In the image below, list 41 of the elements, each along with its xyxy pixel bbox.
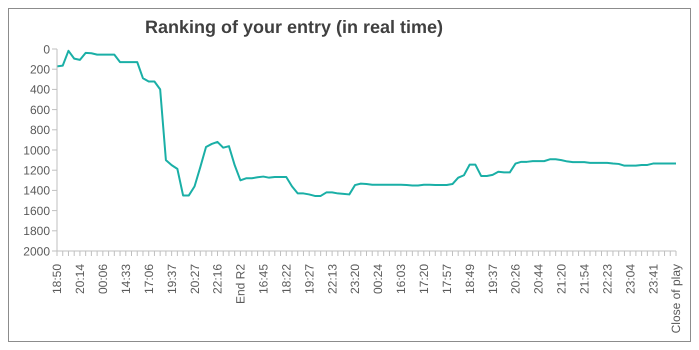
y-tick-label: 1800 — [23, 224, 50, 238]
x-tick-label: 21:20 — [554, 264, 569, 294]
line-series — [56, 50, 677, 197]
x-tick-label: 14:33 — [118, 264, 133, 294]
x-tick-label: 19:37 — [164, 264, 179, 294]
x-tick-label: 20:44 — [532, 264, 546, 294]
x-tick-label: 17:57 — [440, 264, 454, 294]
x-tick-label: 23:04 — [623, 264, 638, 294]
y-tick-label: 800 — [30, 123, 50, 138]
y-tick-label: 1000 — [23, 143, 50, 158]
x-tick-label: 16:03 — [394, 264, 408, 294]
y-tick-label: 0 — [43, 42, 50, 56]
x-tick-label: 22:16 — [210, 264, 225, 294]
chart-title: Ranking of your entry (in real time) — [145, 17, 444, 37]
y-tick-label: 600 — [30, 102, 50, 117]
x-tick-label: 17:06 — [142, 264, 156, 294]
x-tick-label: 20:14 — [73, 264, 88, 294]
x-tick-label: 19:37 — [486, 264, 500, 294]
x-tick-label: 21:54 — [577, 264, 592, 294]
y-tick-label: 1400 — [23, 184, 50, 198]
x-tick-label: 22:23 — [600, 264, 614, 294]
y-tick-label: 200 — [30, 62, 50, 76]
x-tick-label: End R2 — [234, 264, 248, 304]
x-tick-label: 20:27 — [188, 264, 202, 294]
x-tick-label: 00:24 — [371, 264, 386, 294]
x-tick-label: Close of play — [669, 264, 684, 334]
x-tick-label: 18:50 — [50, 264, 64, 294]
x-tick-label: 23:41 — [646, 264, 660, 294]
x-tick-label: 18:22 — [279, 264, 294, 294]
x-tick-label: 22:13 — [325, 264, 340, 294]
y-tick-label: 1200 — [23, 163, 50, 178]
y-tick-label: 2000 — [23, 244, 50, 258]
x-tick-label: 20:26 — [508, 264, 523, 294]
x-tick-label: 19:27 — [302, 264, 316, 294]
x-tick-label: 17:20 — [417, 264, 432, 294]
y-tick-label: 1600 — [23, 204, 50, 218]
x-tick-label: 16:45 — [256, 264, 271, 294]
x-tick-label: 00:06 — [96, 264, 110, 294]
y-tick-label: 400 — [30, 82, 50, 97]
x-tick-label: 23:20 — [348, 264, 362, 294]
x-tick-label: 18:49 — [462, 264, 477, 294]
